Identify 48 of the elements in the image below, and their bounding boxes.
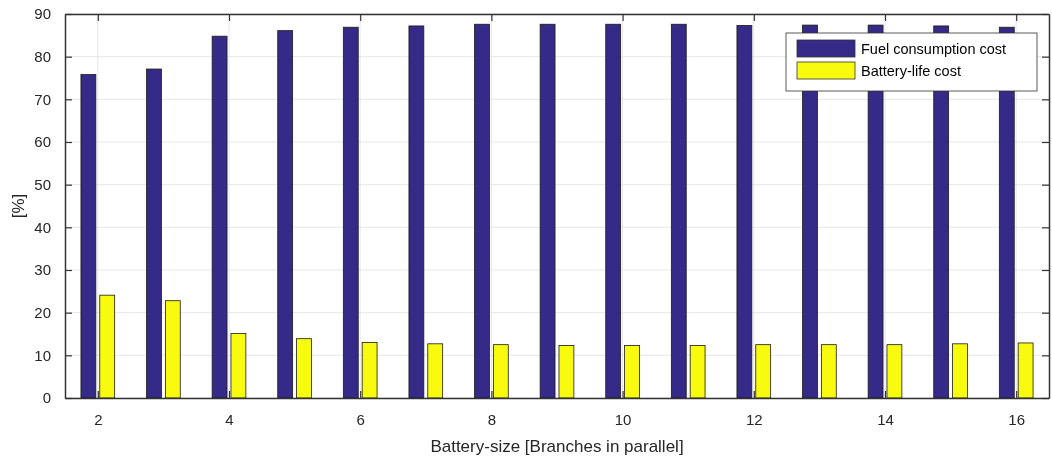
x-axis-title: Battery-size [Branches in parallel]: [430, 437, 684, 456]
bar: [146, 68, 162, 399]
x-tick-label: 8: [487, 410, 497, 428]
bar: [670, 23, 687, 399]
bar: [755, 344, 772, 399]
y-tick-label: 70: [34, 90, 51, 108]
bar: [736, 25, 753, 399]
y-tick-label: 90: [34, 5, 51, 23]
bar: [474, 23, 490, 399]
bar: [886, 344, 903, 399]
y-tick-label: 0: [42, 389, 51, 407]
bar: [492, 344, 509, 399]
bar: [952, 343, 968, 399]
x-tick-label: 14: [877, 410, 894, 428]
bar: [277, 30, 294, 399]
bar: [164, 300, 181, 399]
x-tick-label: 2: [94, 410, 103, 428]
y-tick-label: 10: [34, 346, 51, 364]
bar: [427, 343, 444, 399]
bar: [361, 342, 378, 399]
bar: [408, 25, 425, 399]
bar: [99, 294, 116, 399]
x-tick-label: 10: [614, 410, 632, 428]
bar: [1017, 342, 1034, 399]
x-tick-label: 12: [745, 410, 763, 428]
bar: [820, 344, 837, 399]
x-tick-label: 4: [225, 410, 234, 428]
legend-label: Fuel consumption cost: [861, 41, 1007, 57]
y-tick-label: 40: [34, 218, 51, 236]
bar: [605, 23, 622, 399]
x-tick-label: 16: [1008, 410, 1026, 428]
y-axis-title: [%]: [9, 193, 28, 219]
bar: [558, 345, 575, 399]
y-tick-label: 60: [34, 133, 51, 151]
y-tick-label: 50: [34, 175, 51, 193]
x-tick-label: 6: [356, 410, 365, 428]
y-tick-label: 80: [34, 47, 51, 65]
legend-label: Battery-life cost: [861, 63, 961, 79]
bar: [624, 345, 640, 399]
bar: [230, 333, 247, 399]
bar: [539, 23, 556, 399]
bar: [80, 74, 97, 399]
bar: [689, 345, 706, 399]
bar: [211, 35, 228, 399]
y-tick-label: 20: [34, 303, 51, 321]
bar: [342, 26, 359, 399]
y-tick-label: 30: [34, 261, 51, 279]
bar: [296, 338, 312, 399]
